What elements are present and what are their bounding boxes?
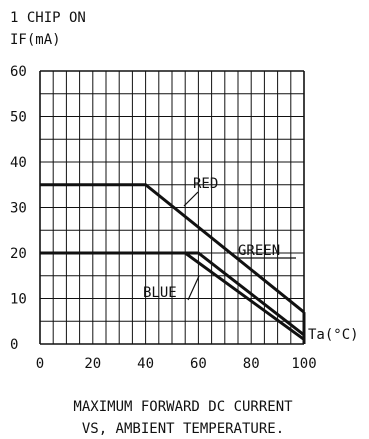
annotation-blue: BLUE	[143, 285, 177, 301]
x-tick-label: 20	[84, 356, 101, 372]
y-tick-label: 60	[10, 64, 27, 80]
series-line-blue	[40, 251, 305, 341]
y-axis-label: IF(mA)	[10, 32, 61, 48]
grid	[39, 70, 305, 345]
series-line-red	[40, 183, 305, 314]
x-tick-label: 80	[243, 356, 260, 372]
caption-line-2: VS, AMBIENT TEMPERATURE.	[82, 421, 284, 437]
x-tick-label: 100	[291, 356, 316, 372]
y-tick-label: 10	[10, 292, 27, 308]
y-tick-label: 30	[10, 201, 27, 217]
x-tick-label: 0	[36, 356, 44, 372]
series-lines	[40, 183, 306, 344]
caption-line-1: MAXIMUM FORWARD DC CURRENT	[73, 399, 293, 415]
y-tick-label: 20	[10, 246, 27, 262]
x-axis-label: Ta(°C)	[308, 327, 359, 343]
annotation-green: GREEN	[238, 243, 280, 259]
y-tick-label: 0	[10, 337, 18, 353]
y-tick-label: 40	[10, 155, 27, 171]
annotation-leader-red	[183, 191, 199, 207]
x-tick-label: 60	[190, 356, 207, 372]
annotation-leader-blue	[187, 275, 200, 301]
y-tick-label: 50	[10, 110, 27, 126]
tick-labels: 0 10 20 30 40 50 60 0 20 40 60 80 100	[10, 64, 317, 372]
x-tick-label: 40	[137, 356, 154, 372]
series-annotations: RED GREEN BLUE	[143, 176, 296, 301]
annotation-red: RED	[193, 176, 218, 192]
header-line-1: 1 CHIP ON	[10, 10, 86, 26]
